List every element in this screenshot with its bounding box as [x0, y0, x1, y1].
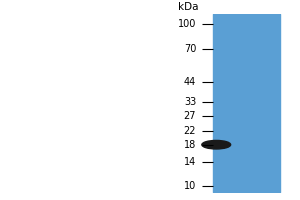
Text: 27: 27 — [184, 111, 196, 121]
Text: 18: 18 — [184, 140, 196, 150]
Text: 33: 33 — [184, 97, 196, 107]
Text: 10: 10 — [184, 181, 196, 191]
Text: 22: 22 — [184, 126, 196, 136]
Ellipse shape — [202, 140, 231, 149]
Text: 100: 100 — [178, 19, 196, 29]
Text: 14: 14 — [184, 157, 196, 167]
Text: 44: 44 — [184, 77, 196, 87]
Text: kDa: kDa — [178, 2, 199, 12]
Text: 70: 70 — [184, 44, 196, 54]
